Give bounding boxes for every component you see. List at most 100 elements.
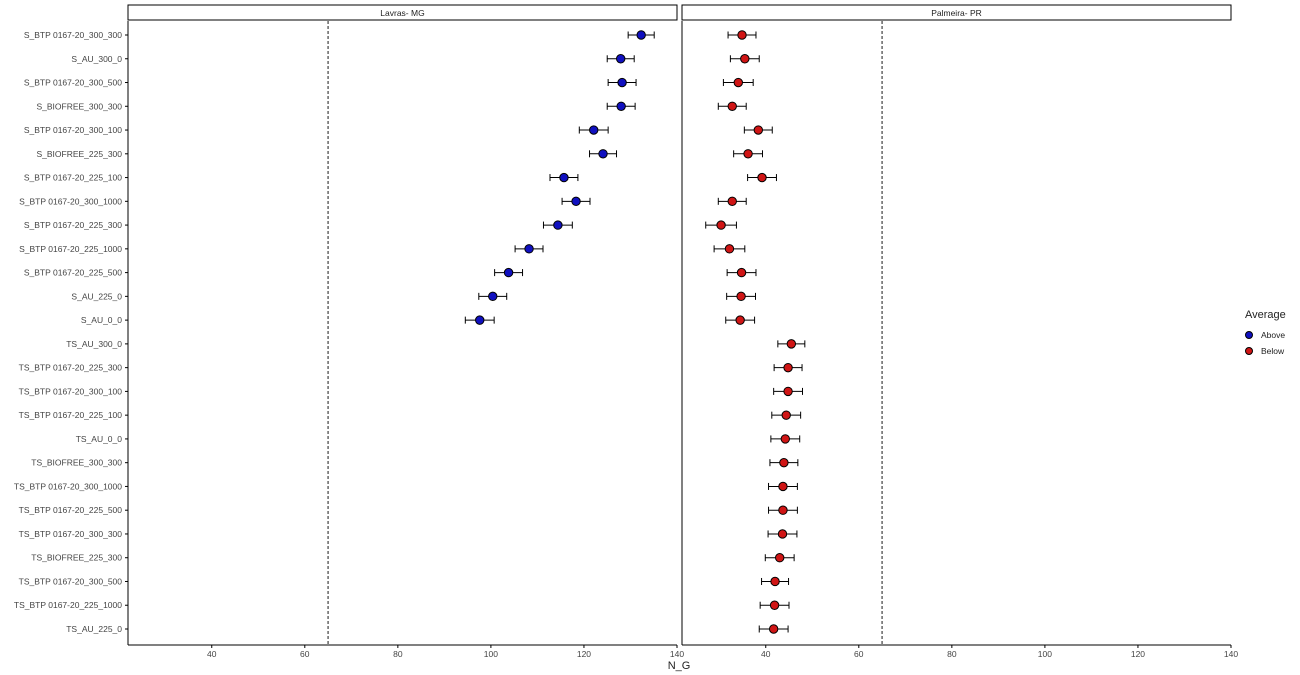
point-marker: [778, 505, 788, 515]
y-tick-label: S_BTP 0167-20_300_300: [24, 30, 122, 40]
data-point-palmeira-15: [773, 362, 803, 373]
y-tick-label: TS_BTP 0167-20_225_300: [19, 363, 123, 373]
data-point-palmeira-14: [777, 339, 806, 349]
data-point-lavras-7: [549, 172, 579, 183]
y-tick-label: S_BIOFREE_300_300: [36, 101, 122, 111]
point-marker: [488, 291, 498, 302]
data-point-palmeira-21: [768, 505, 798, 515]
x-tick-label-lavras-60: 60: [300, 649, 310, 659]
data-point-lavras-13: [464, 315, 495, 325]
point-marker: [777, 529, 788, 539]
data-point-palmeira-18: [770, 434, 801, 444]
x-axis-title: N_G: [668, 660, 691, 672]
y-tick-label: TS_AU_0_0: [76, 434, 123, 444]
data-point-lavras-12: [478, 291, 508, 302]
data-point-lavras-11: [494, 267, 524, 278]
y-tick-label: TS_BTP 0167-20_225_1000: [14, 600, 122, 610]
point-marker: [753, 125, 764, 135]
y-tick-label: TS_BTP 0167-20_300_1000: [14, 481, 122, 491]
x-tick-label-palmeira-140: 140: [1224, 649, 1238, 659]
y-tick-label: S_BTP 0167-20_300_100: [24, 125, 122, 135]
point-marker: [779, 457, 789, 468]
data-point-palmeira-7: [747, 172, 777, 183]
y-tick-label: S_BIOFREE_225_300: [36, 149, 122, 159]
y-tick-label: S_AU_0_0: [81, 315, 122, 325]
point-marker: [571, 196, 581, 207]
y-tick-label: TS_BIOFREE_300_300: [31, 458, 122, 468]
data-point-palmeira-19: [769, 457, 799, 468]
data-point-lavras-4: [606, 101, 636, 111]
data-point-palmeira-10: [713, 244, 746, 254]
data-point-palmeira-2: [729, 54, 760, 64]
point-marker: [769, 600, 780, 610]
point-marker: [724, 244, 735, 254]
x-tick-label-lavras-120: 120: [577, 649, 591, 659]
y-tick-label: S_BTP 0167-20_225_500: [24, 268, 122, 278]
data-point-lavras-2: [606, 54, 635, 64]
legend-label-below: Below: [1261, 346, 1285, 356]
x-tick-label-palmeira-40: 40: [761, 649, 771, 659]
legend-label-above: Above: [1261, 330, 1286, 340]
point-marker: [781, 410, 791, 420]
data-point-palmeira-25: [759, 600, 790, 610]
y-tick-label: S_BTP 0167-20_225_100: [24, 173, 122, 183]
point-marker: [735, 315, 745, 325]
point-marker: [616, 54, 626, 64]
data-point-palmeira-6: [733, 149, 763, 159]
data-point-lavras-9: [542, 220, 573, 230]
x-tick-label-lavras-140: 140: [670, 649, 684, 659]
point-marker: [783, 386, 793, 397]
y-tick-label: S_AU_225_0: [71, 291, 122, 301]
x-tick-label-lavras-40: 40: [207, 649, 217, 659]
legend: Average Above Below: [1245, 309, 1286, 359]
data-point-palmeira-3: [722, 77, 754, 88]
point-marker: [589, 125, 599, 135]
point-marker: [553, 220, 563, 230]
point-marker: [524, 244, 534, 254]
y-tick-label: TS_BTP 0167-20_300_500: [19, 576, 123, 586]
facet-strip-lavras: [127, 4, 678, 21]
y-tick-label: S_BTP 0167-20_300_1000: [19, 196, 122, 206]
x-tick-label-palmeira-80: 80: [947, 649, 957, 659]
y-tick-label: TS_BTP 0167-20_225_500: [19, 505, 123, 515]
data-point-palmeira-11: [726, 267, 757, 278]
point-marker: [716, 220, 726, 230]
point-marker: [743, 149, 753, 159]
point-marker: [757, 172, 767, 183]
point-marker: [775, 553, 785, 563]
data-point-palmeira-8: [717, 196, 747, 207]
point-marker: [503, 267, 514, 278]
x-tick-label-palmeira-60: 60: [854, 649, 864, 659]
point-marker: [727, 196, 737, 207]
facet-strip-palmeira: [681, 4, 1232, 21]
point-marker: [770, 576, 780, 587]
point-marker: [559, 172, 569, 183]
legend-item-above: Above: [1245, 327, 1286, 343]
legend-title: Average: [1245, 309, 1286, 321]
point-marker: [736, 267, 747, 278]
point-marker: [768, 624, 779, 634]
facet-label-palmeira: Palmeira- PR: [931, 8, 982, 18]
point-marker: [737, 30, 747, 40]
x-tick-label-palmeira-120: 120: [1131, 649, 1145, 659]
data-point-palmeira-13: [725, 315, 756, 325]
data-point-palmeira-17: [771, 410, 802, 420]
point-marker: [475, 315, 485, 325]
legend-item-below: Below: [1245, 343, 1286, 359]
legend-swatch-below: [1245, 347, 1253, 355]
y-tick-label: S_AU_300_0: [71, 54, 122, 64]
point-marker: [598, 149, 608, 159]
y-tick-label: TS_BIOFREE_225_300: [31, 553, 122, 563]
point-marker: [616, 101, 626, 111]
data-point-lavras-5: [578, 125, 609, 135]
point-marker: [733, 77, 743, 88]
y-tick-label: TS_AU_300_0: [66, 339, 122, 349]
x-tick-label-palmeira-100: 100: [1038, 649, 1052, 659]
facet-label-lavras: Lavras- MG: [380, 8, 424, 18]
y-tick-label: S_BTP 0167-20_225_300: [24, 220, 122, 230]
data-point-lavras-6: [589, 149, 618, 159]
data-point-lavras-3: [607, 77, 637, 88]
point-marker: [636, 30, 646, 40]
y-tick-label: S_BTP 0167-20_225_1000: [19, 244, 122, 254]
